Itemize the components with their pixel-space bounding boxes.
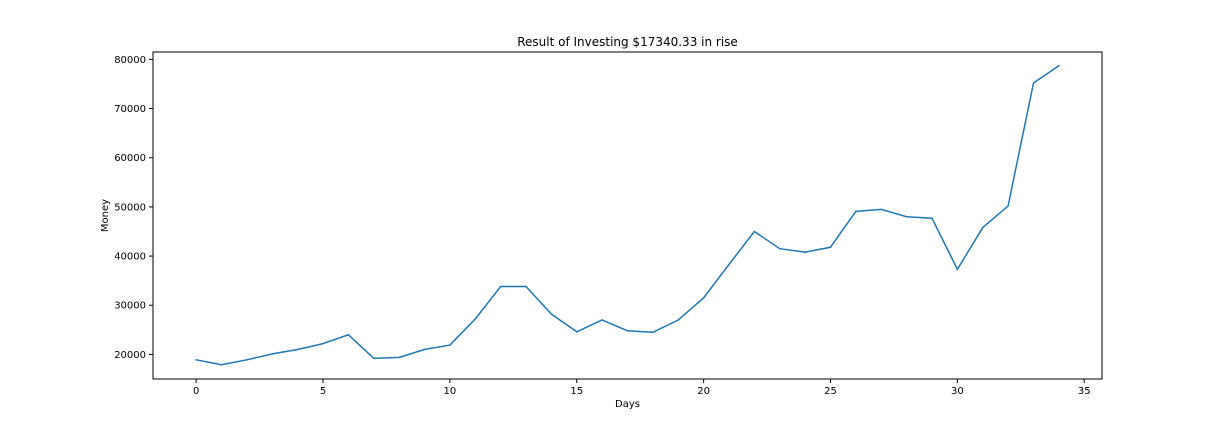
data-point bbox=[423, 348, 426, 351]
data-point bbox=[855, 210, 857, 213]
data-point bbox=[626, 330, 629, 332]
data-point bbox=[347, 333, 350, 336]
data-point bbox=[246, 359, 248, 361]
x-tick-label: 35 bbox=[1078, 386, 1091, 397]
data-point bbox=[905, 215, 908, 218]
x-tick-label: 10 bbox=[444, 386, 457, 397]
data-point bbox=[804, 251, 806, 253]
data-point bbox=[499, 285, 502, 288]
y-axis-label: Money bbox=[100, 199, 111, 232]
plot-area bbox=[152, 51, 1103, 380]
data-point bbox=[296, 348, 299, 351]
y-tick-label: 20000 bbox=[114, 350, 146, 361]
x-tick-label: 15 bbox=[570, 386, 583, 397]
data-point bbox=[576, 331, 578, 333]
data-point bbox=[981, 226, 984, 229]
y-tick-label: 80000 bbox=[114, 55, 146, 66]
y-tick-label: 70000 bbox=[114, 104, 146, 115]
x-axis-ticks: 0 5 10 15 20 25 30 35 bbox=[193, 379, 1091, 397]
data-point bbox=[880, 208, 882, 211]
series-layer bbox=[195, 65, 1060, 366]
plot-frame bbox=[152, 51, 1103, 380]
x-tick-label: 25 bbox=[824, 386, 837, 397]
data-point bbox=[373, 357, 375, 360]
x-tick-label: 5 bbox=[320, 386, 326, 397]
data-point bbox=[652, 331, 654, 334]
data-point bbox=[322, 342, 324, 345]
y-tick-label: 40000 bbox=[114, 252, 146, 263]
data-point bbox=[1032, 82, 1035, 84]
data-point bbox=[601, 319, 603, 321]
x-tick-label: 30 bbox=[951, 386, 964, 397]
data-point bbox=[728, 263, 730, 266]
chart-title: Result of Investing $17340.33 in rise bbox=[517, 35, 738, 49]
data-point bbox=[931, 217, 933, 219]
data-point bbox=[195, 359, 197, 361]
data-point bbox=[702, 297, 705, 299]
data-point bbox=[398, 356, 400, 359]
data-point bbox=[778, 247, 781, 250]
x-tick-label: 0 bbox=[193, 386, 199, 397]
data-point bbox=[1007, 205, 1009, 207]
data-point bbox=[449, 344, 451, 346]
data-point bbox=[829, 246, 832, 248]
data-point bbox=[220, 363, 223, 366]
data-point bbox=[525, 285, 527, 288]
x-tick-label: 20 bbox=[697, 386, 710, 397]
data-point bbox=[956, 268, 959, 271]
data-point bbox=[550, 313, 553, 315]
y-tick-label: 50000 bbox=[114, 202, 146, 213]
y-tick-label: 30000 bbox=[114, 301, 146, 312]
data-point bbox=[753, 230, 756, 233]
y-tick-label: 60000 bbox=[114, 153, 146, 164]
data-point bbox=[474, 318, 477, 320]
data-point bbox=[677, 319, 679, 321]
x-axis-label: Days bbox=[615, 399, 640, 410]
y-axis-ticks: 20000 30000 40000 50000 60000 70000 80000 bbox=[114, 55, 153, 361]
data-point bbox=[271, 353, 274, 355]
data-point bbox=[1058, 65, 1060, 67]
